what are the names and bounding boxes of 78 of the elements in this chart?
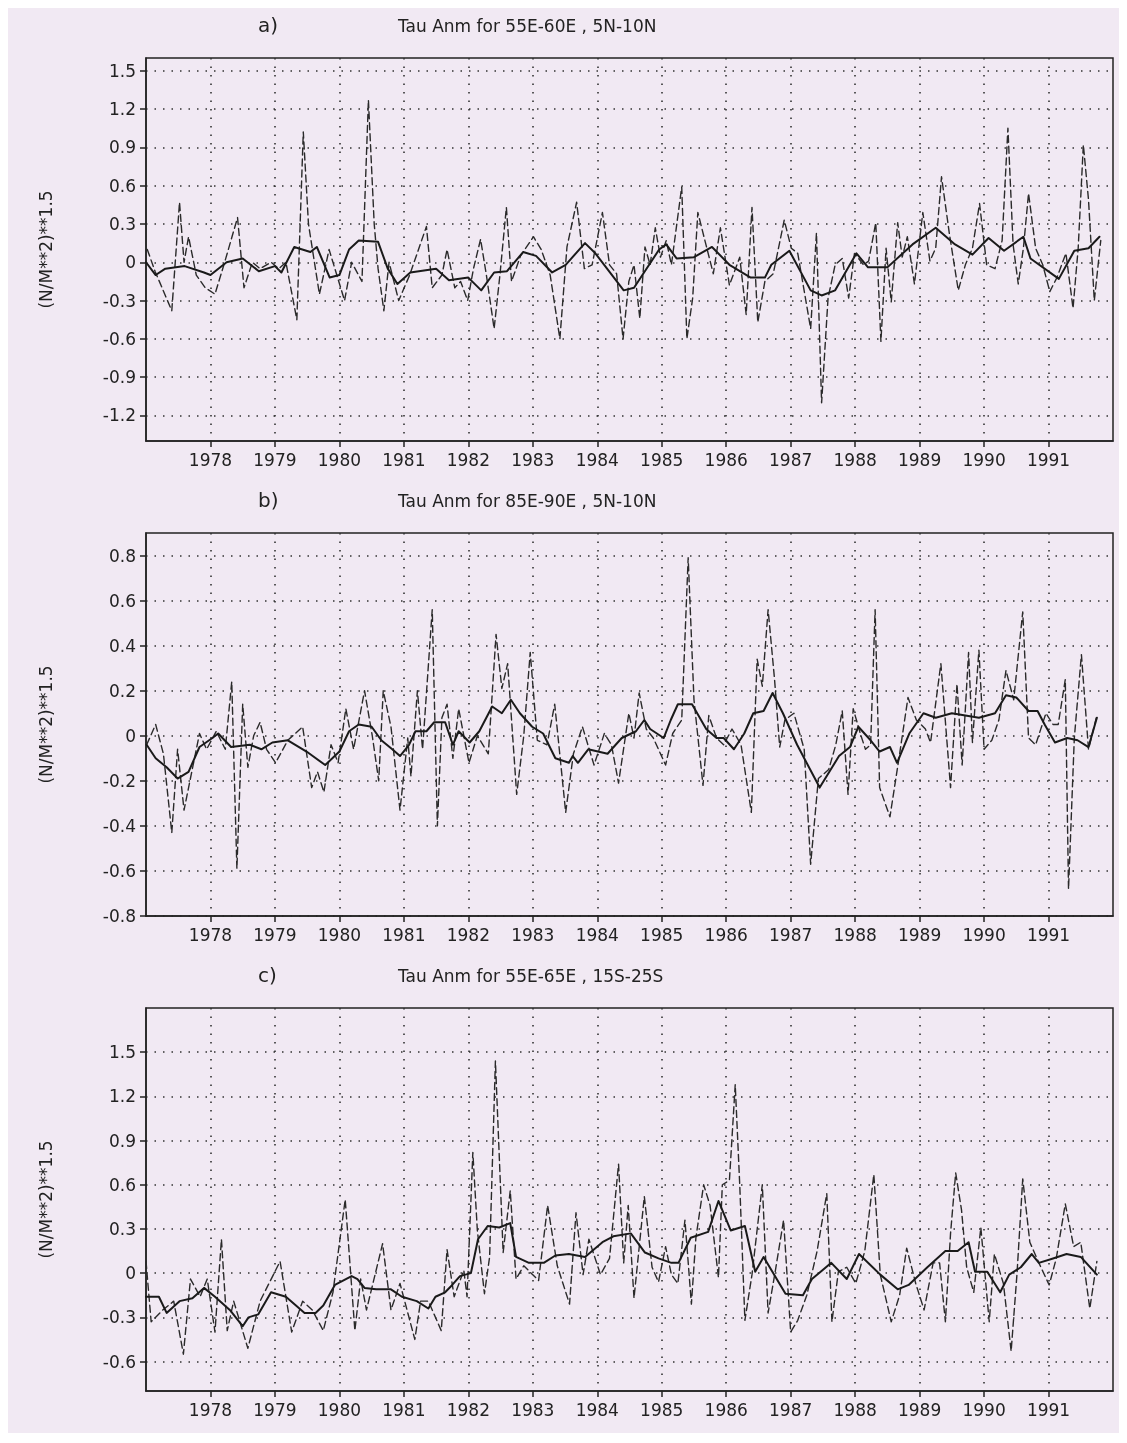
y-tick-label: 0.6 <box>108 590 136 611</box>
y-tick-label: -0.6 <box>102 1351 136 1372</box>
x-tick-label: 1978 <box>188 924 233 945</box>
x-tick-label: 1985 <box>640 924 684 945</box>
text: b) <box>258 488 279 512</box>
y-tick-label: 1.2 <box>108 99 136 120</box>
x-tick-label: 1991 <box>1026 449 1071 470</box>
text: a) <box>258 13 279 37</box>
x-tick-label: 1989 <box>897 449 942 470</box>
x-tick-label: 1983 <box>511 924 555 945</box>
x-tick-label: 1986 <box>704 449 748 470</box>
x-tick-label: 1982 <box>446 1399 490 1420</box>
x-tick-label: 1984 <box>575 449 619 470</box>
x-tick-label: 1991 <box>1026 1399 1071 1420</box>
x-tick-label: 1982 <box>446 924 490 945</box>
y-tick-label: 0.8 <box>108 545 136 566</box>
y-tick-label: -0.3 <box>102 290 136 311</box>
y-tick-label: -0.3 <box>102 1307 136 1328</box>
x-tick-label: 1986 <box>704 924 748 945</box>
x-tick-label: 1986 <box>704 1399 748 1420</box>
x-tick-label: 1984 <box>575 1399 619 1420</box>
x-tick-label: 1979 <box>253 449 297 470</box>
x-tick-label: 1980 <box>317 1399 362 1420</box>
x-tick-label: 1987 <box>769 1399 813 1420</box>
y-tick-label: -0.6 <box>102 328 136 349</box>
y-axis-title: (N/M**2)**1.5 <box>35 190 56 309</box>
y-tick-label: 0.6 <box>108 1174 136 1195</box>
chart-title: Tau Anm for 55E-65E , 15S-25S <box>397 965 664 986</box>
y-tick-label: -0.9 <box>102 367 136 388</box>
y-tick-label: 1.2 <box>108 1086 136 1107</box>
y-axis-title: (N/M**2)**1.5 <box>35 1140 56 1259</box>
x-tick-label: 1988 <box>833 924 877 945</box>
y-tick-label: 0.4 <box>108 635 136 656</box>
y-tick-label: 0.3 <box>108 213 136 234</box>
x-tick-label: 1985 <box>640 1399 684 1420</box>
y-tick-label: -1.2 <box>102 405 136 426</box>
y-tick-label: 1.5 <box>108 1042 136 1063</box>
y-tick-label: 0 <box>125 1263 136 1284</box>
x-tick-label: 1983 <box>511 449 555 470</box>
x-tick-label: 1984 <box>575 924 619 945</box>
y-tick-label: 0.6 <box>108 175 136 196</box>
x-tick-label: 1989 <box>897 924 942 945</box>
y-tick-label: 0.2 <box>108 680 136 701</box>
x-tick-label: 1991 <box>1026 924 1071 945</box>
x-tick-label: 1990 <box>962 1399 1006 1420</box>
x-tick-label: 1988 <box>833 1399 877 1420</box>
x-tick-label: 1990 <box>962 449 1006 470</box>
x-tick-label: 1978 <box>188 1399 233 1420</box>
y-tick-label: 1.5 <box>108 60 136 81</box>
x-tick-label: 1985 <box>640 449 684 470</box>
x-tick-label: 1980 <box>317 449 362 470</box>
y-tick-label: -0.6 <box>102 860 136 881</box>
y-tick-label: 0 <box>125 252 136 273</box>
y-axis-title: (N/M**2)**1.5 <box>35 665 56 784</box>
x-tick-label: 1988 <box>833 449 877 470</box>
x-tick-label: 1981 <box>382 924 426 945</box>
x-tick-label: 1987 <box>769 449 813 470</box>
x-tick-label: 1978 <box>188 449 233 470</box>
x-tick-label: 1990 <box>962 924 1006 945</box>
y-tick-label: 0.9 <box>108 137 136 158</box>
x-tick-label: 1980 <box>317 924 362 945</box>
x-tick-label: 1983 <box>511 1399 555 1420</box>
x-tick-label: 1981 <box>382 1399 426 1420</box>
y-tick-label: -0.4 <box>102 815 136 836</box>
x-tick-label: 1981 <box>382 449 426 470</box>
x-tick-label: 1979 <box>253 1399 297 1420</box>
x-tick-label: 1982 <box>446 449 490 470</box>
y-tick-label: -0.2 <box>102 770 136 791</box>
x-tick-label: 1979 <box>253 924 297 945</box>
y-tick-label: -0.8 <box>102 906 136 926</box>
text: c) <box>258 963 277 987</box>
chart-title: Tau Anm for 55E-60E , 5N-10N <box>397 15 657 36</box>
y-tick-label: 0 <box>125 725 136 746</box>
x-tick-label: 1987 <box>769 924 813 945</box>
x-tick-label: 1989 <box>897 1399 942 1420</box>
chart-title: Tau Anm for 85E-90E , 5N-10N <box>397 490 657 511</box>
y-tick-label: 0.9 <box>108 1130 136 1151</box>
y-tick-label: 0.3 <box>108 1218 136 1239</box>
